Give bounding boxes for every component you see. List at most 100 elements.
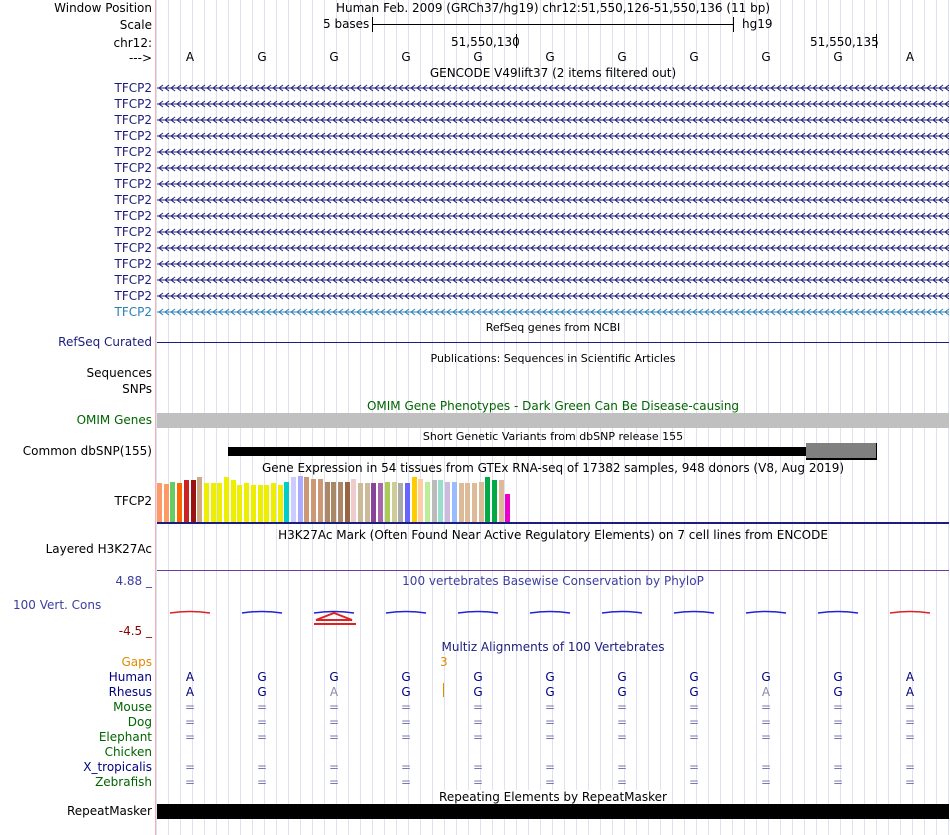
gtex-tissue-bar[interactable] (478, 482, 484, 522)
phylop-track-label[interactable]: 100 Vert. Cons (13, 598, 102, 612)
gencode-transcript-line[interactable] (157, 98, 949, 110)
gtex-tissue-bar[interactable] (324, 482, 330, 522)
gtex-tissue-bar[interactable] (217, 483, 223, 522)
gtex-track-title[interactable]: Gene Expression in 54 tissues from GTEx … (261, 461, 845, 475)
gtex-tissue-bar[interactable] (230, 480, 236, 522)
gencode-transcript-line[interactable] (157, 194, 949, 206)
multiz-species-label[interactable]: Elephant (98, 730, 152, 744)
publications-track-title[interactable]: Publications: Sequences in Scientific Ar… (430, 352, 676, 365)
refseq-gene-line[interactable] (157, 342, 949, 343)
gencode-transcript-line[interactable] (157, 226, 949, 238)
gencode-gene-label[interactable]: TFCP2 (114, 209, 152, 223)
gencode-transcript-line[interactable] (157, 114, 949, 126)
gencode-gene-label[interactable]: TFCP2 (114, 81, 152, 95)
multiz-species-label[interactable]: Rhesus (108, 685, 152, 699)
gencode-transcript-line[interactable] (157, 274, 949, 286)
gtex-tissue-bar[interactable] (270, 483, 276, 522)
gtex-tissue-bar[interactable] (445, 482, 451, 522)
gtex-tissue-bar[interactable] (177, 483, 183, 522)
repeatmasker-bar[interactable] (157, 804, 949, 819)
gtex-tissue-bar[interactable] (485, 477, 491, 522)
gtex-tissue-bar[interactable] (398, 483, 404, 522)
gtex-tissue-bar[interactable] (203, 483, 209, 522)
gtex-tissue-bar[interactable] (297, 476, 303, 522)
gencode-transcript-line[interactable] (157, 162, 949, 174)
publications-sequences-label[interactable]: Sequences (86, 366, 152, 380)
dbsnp-variant-bar[interactable] (228, 447, 806, 456)
gencode-transcript-line[interactable] (157, 242, 949, 254)
gtex-tissue-bar[interactable] (291, 477, 296, 522)
gtex-tissue-bar[interactable] (425, 482, 430, 522)
gtex-tissue-bar[interactable] (264, 485, 270, 522)
dbsnp-track-label[interactable]: Common dbSNP(155) (22, 444, 152, 458)
gtex-tissue-bar[interactable] (257, 485, 263, 522)
multiz-species-label[interactable]: Chicken (104, 745, 152, 759)
gtex-tissue-bar[interactable] (190, 480, 196, 522)
gtex-tissue-bar[interactable] (418, 479, 424, 522)
gtex-tissue-bar[interactable] (391, 482, 397, 522)
gtex-tissue-bar[interactable] (244, 483, 250, 522)
gtex-tissue-bar[interactable] (358, 483, 363, 522)
gtex-tissue-bar[interactable] (250, 485, 256, 522)
gencode-gene-label[interactable]: TFCP2 (114, 241, 152, 255)
publications-snps-label[interactable]: SNPs (122, 382, 152, 396)
omim-track-title[interactable]: OMIM Gene Phenotypes - Dark Green Can Be… (366, 399, 740, 413)
h3k27ac-track-title[interactable]: H3K27Ac Mark (Often Found Near Active Re… (278, 528, 828, 542)
gtex-tissue-bar[interactable] (337, 482, 343, 522)
gencode-transcript-line[interactable] (157, 210, 949, 222)
repeatmasker-track-title[interactable]: Repeating Elements by RepeatMasker (156, 790, 950, 804)
gtex-tissue-bar[interactable] (451, 482, 457, 522)
gencode-track-title[interactable]: GENCODE V49lift37 (2 items filtered out) (429, 66, 677, 80)
multiz-species-label[interactable]: Mouse (113, 700, 152, 714)
gencode-gene-label[interactable]: TFCP2 (114, 129, 152, 143)
gencode-gene-label[interactable]: TFCP2 (114, 257, 152, 271)
multiz-species-label[interactable]: X_tropicalis (83, 760, 152, 774)
gtex-tissue-bar[interactable] (157, 483, 162, 522)
gtex-tissue-bar[interactable] (237, 485, 243, 522)
multiz-track-title[interactable]: Multiz Alignments of 100 Vertebrates (441, 640, 665, 654)
gtex-tissue-bar[interactable] (210, 483, 216, 522)
gtex-tissue-bar[interactable] (170, 482, 176, 522)
gtex-tissue-bar[interactable] (378, 483, 384, 522)
gencode-transcript-line[interactable] (157, 290, 949, 302)
gtex-tissue-bar[interactable] (277, 485, 283, 522)
gtex-tissue-bar[interactable] (492, 480, 497, 522)
gencode-transcript-line[interactable] (157, 178, 949, 190)
phylop-track-title[interactable]: 100 vertebrates Basewise Conservation by… (402, 574, 704, 588)
gencode-gene-label[interactable]: TFCP2 (114, 97, 152, 111)
gencode-gene-label[interactable]: TFCP2 (114, 113, 152, 127)
gtex-tissue-bar[interactable] (364, 483, 370, 522)
gtex-tissue-bar[interactable] (458, 483, 464, 522)
h3k27ac-track-label[interactable]: Layered H3K27Ac (45, 542, 152, 556)
gencode-gene-label[interactable]: TFCP2 (114, 193, 152, 207)
omim-track-label[interactable]: OMIM Genes (76, 413, 152, 427)
gencode-transcript-line[interactable] (157, 130, 949, 142)
phylop-signal[interactable] (156, 600, 950, 632)
gtex-tissue-bar[interactable] (351, 479, 357, 522)
gtex-tissue-bar[interactable] (331, 482, 337, 522)
gencode-transcript-line[interactable] (157, 258, 949, 270)
gtex-tissue-bar[interactable] (465, 483, 471, 522)
gtex-tissue-bar[interactable] (183, 480, 189, 522)
gtex-tissue-bar[interactable] (224, 477, 229, 522)
dbsnp-variant-highlight[interactable] (806, 443, 877, 460)
gencode-gene-label[interactable]: TFCP2 (114, 161, 152, 175)
gencode-gene-label[interactable]: TFCP2 (114, 225, 152, 239)
dbsnp-track-title[interactable]: Short Genetic Variants from dbSNP releas… (422, 430, 684, 443)
gtex-tissue-bar[interactable] (317, 479, 323, 522)
gtex-tissue-bar[interactable] (163, 484, 169, 522)
gtex-tissue-bar[interactable] (505, 494, 511, 522)
gtex-tissue-bar[interactable] (471, 483, 477, 522)
gencode-gene-label[interactable]: TFCP2 (114, 177, 152, 191)
multiz-species-label[interactable]: Human (108, 670, 152, 684)
gtex-tissue-bar[interactable] (431, 480, 437, 522)
gencode-transcript-line[interactable] (157, 82, 949, 94)
gtex-tissue-bar[interactable] (498, 480, 504, 522)
gencode-gene-label[interactable]: TFCP2 (114, 273, 152, 287)
multiz-species-label[interactable]: Zebrafish (95, 775, 152, 789)
refseq-track-title[interactable]: RefSeq genes from NCBI (485, 321, 621, 334)
gencode-gene-label[interactable]: TFCP2 (114, 305, 152, 319)
gtex-tissue-bar[interactable] (197, 477, 203, 522)
gtex-tissue-bar[interactable] (344, 482, 350, 522)
gencode-transcript-line[interactable] (157, 306, 949, 318)
